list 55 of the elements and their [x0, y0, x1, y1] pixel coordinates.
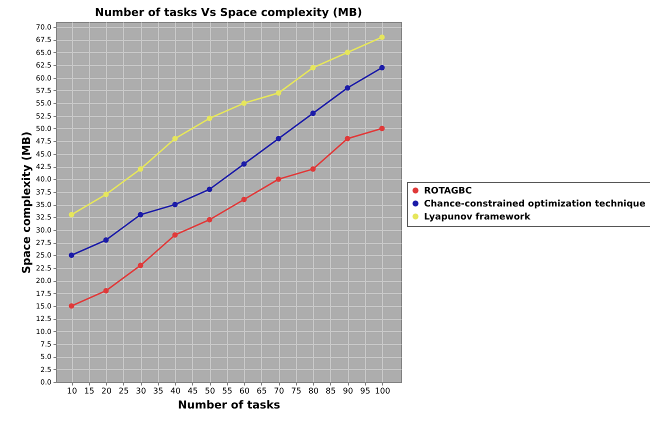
point: [103, 288, 109, 294]
x-tick-label: 20: [101, 386, 112, 396]
x-tick-label: 65: [256, 386, 267, 396]
y-axis-title: Space complexity (MB): [20, 131, 33, 274]
point: [344, 136, 350, 142]
point: [241, 100, 247, 106]
point: [310, 64, 316, 70]
point: [103, 192, 109, 198]
x-axis-title: Number of tasks: [178, 398, 281, 412]
x-tick-label: 25: [118, 386, 129, 396]
point: [68, 252, 74, 258]
point: [206, 217, 212, 222]
point: [172, 232, 178, 238]
chart-title: Number of tasks Vs Space complexity (MB): [94, 6, 362, 19]
point: [138, 212, 144, 218]
point: [138, 166, 144, 172]
x-tick-label: 70: [274, 386, 284, 396]
x-tick-label: 80: [308, 386, 319, 396]
point: [379, 126, 385, 132]
point: [138, 262, 144, 268]
point: [206, 116, 212, 122]
point: [68, 303, 74, 309]
x-tick-label: 45: [188, 386, 198, 396]
point: [379, 64, 385, 70]
x-tick-label: 30: [136, 386, 146, 396]
point: [344, 50, 350, 56]
x-tick-label: 60: [239, 386, 250, 396]
legend-label: Chance-constrained optimization technique: [424, 200, 646, 210]
x-tick-label: 10: [66, 386, 78, 396]
point: [103, 237, 109, 243]
point: [206, 186, 212, 192]
point: [379, 34, 385, 40]
point: [241, 161, 247, 167]
point: [172, 202, 178, 208]
point: [68, 212, 74, 218]
point: [276, 90, 282, 96]
x-tick-label: 100: [374, 386, 390, 396]
x-tick-label: 90: [342, 386, 354, 396]
point: [310, 110, 316, 116]
x-tick-label: 85: [326, 386, 336, 396]
legend-label: ROTAGBC: [424, 186, 472, 196]
point: [172, 136, 178, 142]
point: [276, 176, 282, 182]
point: [344, 85, 350, 91]
x-tick-label: 50: [204, 386, 216, 396]
x-tick-label: 40: [170, 386, 181, 396]
point: [310, 166, 316, 172]
point: [241, 196, 247, 202]
x-tick-label: 15: [84, 386, 94, 396]
x-tick-label: 55: [222, 386, 232, 396]
x-tick-label: 95: [360, 386, 370, 396]
x-tick-label: 35: [153, 386, 164, 396]
x-tick-label: 75: [291, 386, 302, 396]
point: [276, 136, 282, 142]
legend-label: Lyapunov framework: [424, 212, 532, 222]
